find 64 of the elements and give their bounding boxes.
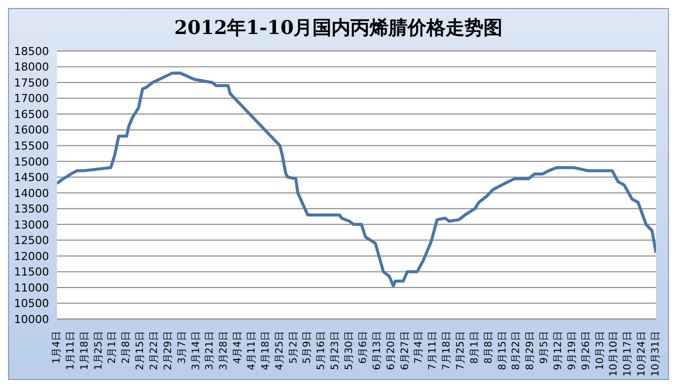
x-tick-label: 2月8日 [121, 331, 132, 364]
y-tick-label: 15000 [14, 155, 49, 168]
x-tick-label: 5月16日 [316, 331, 328, 370]
y-tick-label: 14500 [14, 171, 49, 184]
y-tick-label: 16500 [14, 108, 49, 121]
x-tick-label: 4月4日 [232, 331, 244, 364]
x-tick-label: 10月3日 [594, 331, 606, 370]
x-tick-label: 3月14日 [190, 331, 202, 370]
x-tick-label: 4月18日 [260, 331, 272, 370]
x-tick-label: 4月11日 [246, 331, 258, 370]
y-tick-label: 18000 [14, 60, 49, 74]
y-tick-label: 11500 [14, 266, 49, 279]
y-tick-label: 13000 [14, 218, 49, 232]
y-tick-label: 13500 [14, 202, 49, 216]
x-tick-label: 7月25日 [455, 331, 466, 370]
x-tick-label: 1月18日 [79, 331, 90, 370]
x-tick-label: 5月23日 [330, 331, 342, 370]
x-tick-label: 6月6日 [358, 331, 369, 364]
x-tick-label: 9月26日 [580, 331, 592, 370]
x-tick-label: 10月31日 [650, 331, 662, 376]
x-tick-label: 8月1日 [469, 331, 480, 364]
x-tick-label: 7月4日 [414, 331, 425, 364]
x-tick-label: 10月24日 [636, 331, 648, 376]
x-tick-label: 9月12日 [552, 331, 564, 370]
x-tick-label: 6月13日 [372, 331, 383, 370]
x-tick-label: 5月2日 [288, 331, 300, 364]
x-tick-label: 8月29日 [525, 331, 536, 370]
x-tick-label: 10月10日 [608, 331, 620, 376]
x-tick-label: 2月15日 [135, 331, 146, 370]
x-tick-label: 3月7日 [176, 331, 188, 364]
x-tick-label: 1月4日 [52, 331, 62, 364]
y-tick-label: 10500 [14, 297, 49, 310]
x-tick-label: 2月22日 [149, 331, 160, 370]
x-tick-label: 4月25日 [274, 331, 286, 370]
x-tick-label: 5月9日 [302, 331, 314, 364]
chart-title: 2012年1-10月国内丙烯腈价格走势图 [173, 16, 504, 41]
y-tick-label: 14000 [14, 186, 49, 200]
x-tick-label: 5月30日 [344, 331, 356, 370]
x-tick-label: 2月29日 [162, 331, 174, 370]
x-tick-label: 3月21日 [204, 331, 216, 370]
x-tick-label: 10月17日 [622, 331, 634, 376]
x-tick-label: 8月22日 [511, 331, 522, 370]
y-tick-label: 12500 [14, 234, 49, 248]
y-tick-label: 10000 [14, 312, 49, 326]
y-tick-label: 16000 [14, 124, 49, 137]
y-tick-label: 15500 [14, 139, 49, 152]
y-tick-label: 11000 [14, 281, 49, 294]
y-tick-label: 17000 [14, 92, 49, 106]
line-series [57, 72, 656, 288]
y-tick-label: 17500 [14, 76, 49, 90]
x-tick-label: 8月15日 [497, 331, 508, 370]
x-tick-label: 1月25日 [93, 331, 104, 370]
y-tick-label: 18500 [14, 44, 49, 58]
x-tick-label: 7月18日 [442, 331, 453, 370]
x-tick-label: 2月1日 [107, 331, 118, 364]
x-tick-label: 6月27日 [400, 331, 411, 370]
y-tick-label: 12000 [14, 250, 49, 263]
x-tick-label: 7月11日 [428, 331, 439, 370]
x-tick-label: 8月8日 [483, 331, 494, 364]
x-tick-label: 1月11日 [65, 331, 76, 370]
x-tick-label: 9月19日 [566, 331, 578, 370]
x-tick-label: 9月5日 [539, 331, 550, 364]
x-tick-label: 6月20日 [386, 331, 397, 370]
x-tick-label: 3月28日 [218, 331, 230, 370]
